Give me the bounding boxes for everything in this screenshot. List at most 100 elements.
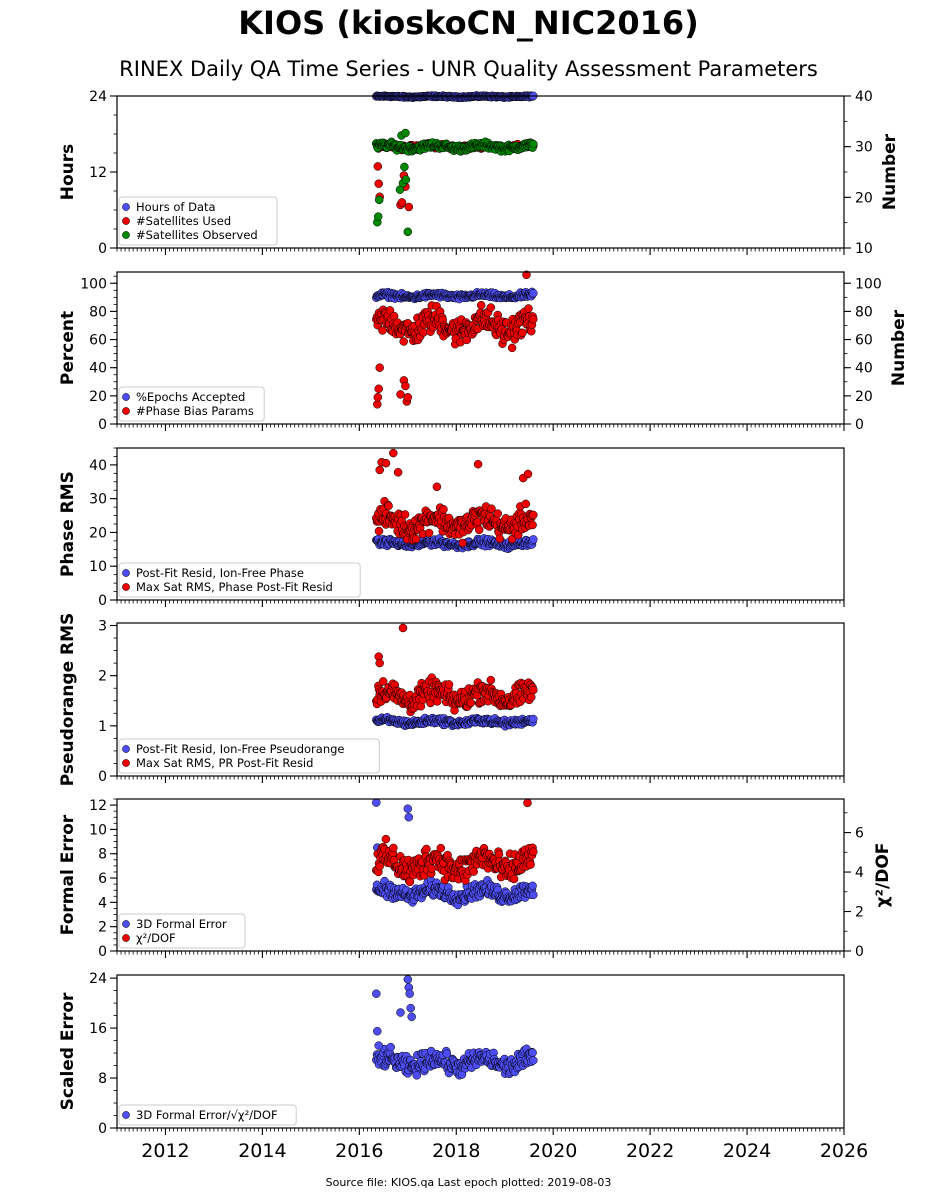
legend-box [118,386,265,422]
data-point [400,162,409,172]
data-point [436,843,446,853]
data-point [401,381,410,391]
y-axis-label: Formal Error [58,814,78,935]
data-point [474,525,484,535]
data-point [469,867,478,876]
x-tick-label: 2018 [432,1140,480,1162]
data-point [389,448,398,458]
panel-2: 0 20 40 60 80 100 Percent 0 20 40 60 80 100 Number %Ep… [58,270,909,433]
data-point [412,1071,422,1080]
data-point [407,1012,416,1022]
legend: Hours of Data#Satellites Used#Satellites… [118,196,278,246]
data-point [374,384,383,394]
y-tick-label: 10 [89,559,107,575]
data-point [393,468,403,477]
data-point [518,328,527,338]
y-tick-label: 0 [98,769,107,785]
legend-marker [122,407,130,415]
panel-3-markers [372,448,538,554]
y-right-tick-label: 10 [855,241,873,257]
y-tick-label: 12 [89,165,107,181]
data-point [397,198,407,207]
data-point [509,874,519,884]
y-tick-label: 2 [98,920,107,936]
legend-box [118,1104,297,1126]
data-point [439,505,448,514]
data-point [401,128,410,138]
y-tick-label: 3 [98,619,107,635]
data-point [403,393,413,402]
legend-label: #Phase Bias Params [136,404,254,418]
data-point [524,304,533,313]
legend: 3D Formal Error/√χ²/DOF [118,1104,297,1126]
data-point [422,844,431,854]
data-point [378,677,388,686]
data-point [466,698,476,707]
y-tick-label: 6 [98,871,107,887]
legend-marker [122,1111,130,1119]
legend-marker [122,745,130,753]
legend-marker [122,583,130,591]
legend-label: Max Sat RMS, Phase Post-Fit Resid [136,580,333,594]
legend-marker [122,393,130,401]
legend: Post-Fit Resid, Ion-Free PseudorangeMax … [118,738,380,774]
y-tick-label: 2 [98,669,107,685]
y-tick-label: 24 [89,971,107,987]
data-point [384,501,393,511]
y-tick-label: 16 [89,1021,107,1037]
y-axis-label: Hours [58,144,78,201]
y-tick-label: 40 [89,361,107,377]
legend-box [118,196,278,246]
y-right-tick-label: 100 [855,276,882,292]
data-point [529,1056,538,1065]
data-point [373,393,383,402]
legend-marker [122,920,130,928]
legend: %Epochs Accepted#Phase Bias Params [118,386,265,422]
y-tick-label: 20 [89,525,107,541]
data-point [528,881,537,891]
data-point [529,510,538,520]
data-point [405,989,414,998]
data-point [404,812,414,822]
data-point [442,1049,452,1058]
legend-label: Max Sat RMS, PR Post-Fit Resid [136,756,313,770]
y-tick-label: 8 [98,847,107,863]
data-point [473,459,483,469]
data-point [378,326,387,335]
legend-marker [122,934,130,942]
data-point [375,363,384,372]
y-right-tick-label: 6 [855,826,864,842]
data-point [399,337,408,346]
legend-marker [122,217,130,225]
legend-marker [122,203,130,211]
data-point [404,202,414,212]
y-right-axis-label: Number [889,309,909,386]
data-point [406,1003,415,1013]
y-right-tick-label: 40 [855,89,873,105]
legend-marker [122,231,130,239]
data-point [458,538,467,548]
y-tick-label: 0 [98,1121,107,1137]
data-point [373,162,383,171]
y-right-tick-label: 2 [855,905,864,921]
data-point [444,680,454,689]
data-point [375,861,384,871]
y-tick-label: 4 [98,895,107,911]
y-tick-label: 0 [98,417,107,433]
x-tick-label: 2014 [238,1140,286,1162]
legend-marker [122,759,130,767]
data-point [389,311,399,321]
source-footer: Source file: KIOS.qa Last epoch plotted:… [325,1176,612,1189]
y-right-tick-label: 0 [855,417,864,433]
data-point [386,1042,395,1052]
panel-4-markers [372,623,538,731]
data-point [374,526,384,536]
y-tick-label: 12 [89,798,107,814]
data-point [389,843,398,853]
y-right-axis-label: χ²/DOF [873,843,893,908]
y-axis-label: Pseudorange RMS [58,613,78,787]
data-point [396,390,405,399]
